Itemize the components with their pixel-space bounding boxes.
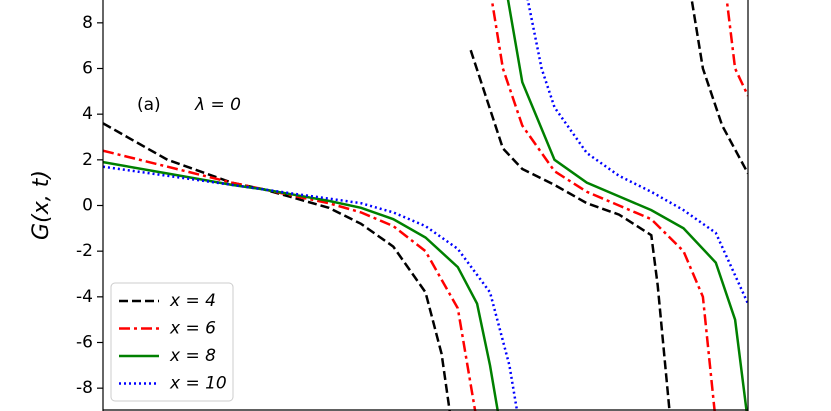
series-line (103, 0, 748, 411)
y-tick-label: -8 (76, 378, 93, 398)
annotation: (a) (137, 95, 161, 115)
legend-label: x = 8 (169, 346, 216, 366)
y-tick-label: -6 (76, 333, 93, 353)
series-line (103, 0, 748, 411)
y-tick-label: 4 (82, 104, 93, 124)
y-tick-label: 2 (82, 150, 93, 170)
legend-label: x = 6 (169, 319, 216, 339)
legend-label: x = 10 (169, 374, 227, 394)
y-tick-label: -4 (76, 287, 93, 307)
y-tick-label: -2 (76, 241, 93, 261)
legend-box (110, 282, 234, 402)
series-line (103, 0, 748, 411)
y-tick-label: 6 (82, 59, 93, 79)
y-tick-label: 8 (82, 13, 93, 33)
legend-label: x = 4 (169, 291, 216, 311)
y-tick-label: 0 (82, 196, 93, 216)
y-axis-label: G(x, t) (29, 170, 54, 240)
plot-lines (103, 0, 748, 411)
annotation: λ = 0 (194, 95, 241, 115)
